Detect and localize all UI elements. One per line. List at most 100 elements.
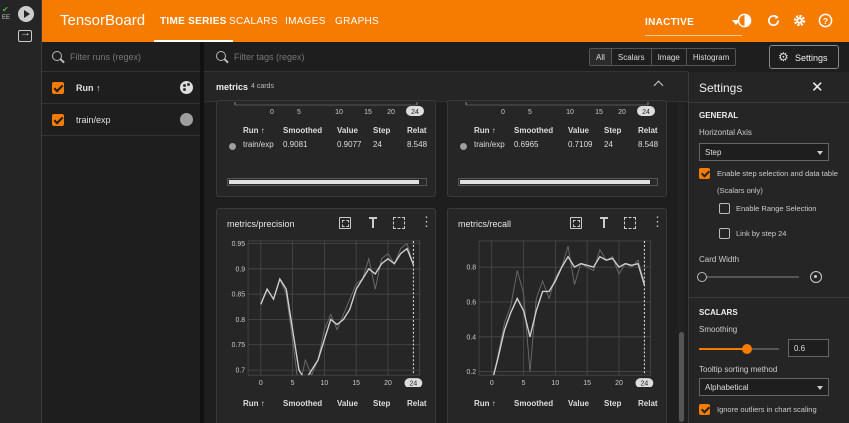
card-title: metrics/precision [227, 219, 295, 229]
pin-icon[interactable] [367, 217, 379, 229]
col-run[interactable]: Run ↑ [474, 126, 496, 135]
pin-icon[interactable] [598, 217, 610, 229]
recall-chart[interactable]: 0 5 10 15 20 0.8 0.6 0.4 0.2 24 [456, 239, 660, 387]
reload-icon[interactable] [766, 13, 781, 28]
cell-value: 0.7109 [568, 140, 593, 149]
col-run[interactable]: Run ↑ [243, 399, 265, 408]
y-tick-label: 0.75 [232, 342, 246, 349]
col-relative[interactable]: Relat [638, 399, 658, 408]
link-by-step-checkbox[interactable] [719, 228, 730, 239]
data-table: Run ↑ Smoothed Value Step Relat train/ex… [456, 126, 660, 154]
runs-filter[interactable]: Filter runs (regex) [42, 42, 200, 72]
smoothing-slider[interactable] [699, 344, 779, 354]
more-vert-icon[interactable] [417, 214, 433, 230]
filter-image-button[interactable]: Image [652, 49, 687, 65]
fullscreen-icon[interactable] [624, 217, 636, 229]
main-scrollbar[interactable] [678, 102, 685, 423]
plugin-select[interactable]: INACTIVE [645, 8, 742, 36]
col-step[interactable]: Step [373, 399, 391, 408]
runs-filter-input[interactable]: Filter runs (regex) [70, 52, 142, 62]
x-tick-label: 15 [583, 380, 591, 387]
col-smoothed[interactable]: Smoothed [514, 399, 554, 408]
smoothing-value: 0.6 [794, 344, 806, 353]
select-all-checkbox[interactable] [52, 82, 64, 94]
tooltip-sort-select[interactable]: Alphabetical [699, 378, 829, 396]
enable-range-selection-checkbox[interactable] [719, 203, 730, 214]
tab-graphs[interactable]: GRAPHS [335, 16, 380, 27]
fit-domain-icon[interactable] [570, 217, 582, 229]
reset-icon[interactable] [810, 271, 822, 283]
help-icon[interactable]: ? [818, 13, 833, 28]
filter-all-button[interactable]: All [590, 49, 612, 65]
enable-step-selection-checkbox[interactable] [699, 168, 710, 179]
col-relative[interactable]: Relat [638, 126, 658, 135]
fit-domain-icon[interactable] [339, 217, 351, 229]
precision-chart[interactable]: 0 5 10 15 20 0.95 0.9 0.85 0.8 0.75 0.7 24 [225, 239, 429, 387]
card-width-slider[interactable] [697, 272, 799, 282]
tab-scalars[interactable]: SCALARS [229, 16, 278, 27]
cell-run: train/exp [474, 140, 505, 149]
col-smoothed[interactable]: Smoothed [283, 399, 323, 408]
smoothing-input[interactable]: 0.6 [788, 339, 829, 357]
step-marker-pill [404, 378, 423, 387]
filter-scalars-button[interactable]: Scalars [612, 49, 652, 65]
col-value[interactable]: Value [568, 399, 589, 408]
col-run[interactable]: Run ↑ [243, 126, 265, 135]
status-badge: ✔ EE [2, 5, 11, 22]
table-scrollbar[interactable] [227, 178, 427, 186]
filter-histogram-button[interactable]: Histogram [692, 53, 730, 62]
col-step[interactable]: Step [373, 126, 391, 135]
horizontal-axis-select[interactable]: Step [699, 143, 829, 161]
gear-icon[interactable] [792, 13, 807, 28]
col-step[interactable]: Step [604, 399, 622, 408]
y-tick-label: 0.2 [467, 369, 477, 376]
card-title: metrics/recall [458, 219, 512, 229]
run-row[interactable]: train/exp [42, 104, 200, 136]
step-marker-label: 24 [411, 109, 419, 116]
card-group-header[interactable]: metrics 4 cards [204, 72, 688, 102]
scalar-card: 0 5 10 15 20 24 Run ↑ Smoothed Value Ste… [447, 100, 667, 197]
run-color-swatch[interactable] [180, 113, 193, 126]
col-run[interactable]: Run ↑ [474, 399, 496, 408]
close-icon[interactable]: ✕ [811, 79, 824, 96]
col-relative[interactable]: Relat [407, 399, 427, 408]
chevron-up-icon[interactable] [653, 80, 664, 91]
table-scrollbar[interactable] [458, 178, 658, 186]
more-vert-icon[interactable] [648, 214, 664, 230]
tab-images[interactable]: IMAGES [285, 16, 326, 27]
horizontal-axis-value: Step [705, 148, 722, 157]
app-title: TensorBoard [60, 12, 146, 29]
run-checkbox[interactable] [52, 114, 64, 126]
col-value[interactable]: Value [337, 399, 358, 408]
group-count: 4 cards [251, 83, 274, 90]
x-tick-label: 10 [552, 380, 560, 387]
col-relative[interactable]: Relat [407, 126, 427, 135]
step-marker-label: 24 [410, 381, 418, 387]
exit-icon[interactable] [18, 27, 32, 42]
col-smoothed[interactable]: Smoothed [283, 126, 323, 135]
plugin-select-value: INACTIVE [645, 17, 695, 28]
cell-smoothed: 0.9081 [283, 140, 308, 149]
smoothing-knob[interactable] [742, 344, 752, 354]
scalar-card-precision: metrics/precision 0 5 10 15 20 0.95 0.9 0.85 0.8… [216, 208, 436, 423]
x-tick-label: 20 [384, 380, 392, 387]
ignore-outliers-checkbox[interactable] [699, 404, 710, 415]
col-value[interactable]: Value [337, 126, 358, 135]
raw-series-line [493, 246, 645, 376]
card-width-knob[interactable] [697, 272, 707, 282]
fullscreen-icon[interactable] [393, 217, 405, 229]
top-header: TensorBoard TIME SERIES SCALARS IMAGES G… [42, 0, 849, 42]
tag-filter-input[interactable]: Filter tags (regex) [234, 52, 305, 62]
col-step[interactable]: Step [604, 126, 622, 135]
x-tick: 5 [528, 109, 532, 116]
tab-time-series[interactable]: TIME SERIES [154, 16, 233, 42]
run-column-header[interactable]: Run ↑ [76, 83, 101, 93]
col-smoothed[interactable]: Smoothed [514, 126, 554, 135]
run-icon[interactable] [18, 6, 34, 22]
run-color-dot [229, 143, 236, 150]
theme-toggle-icon[interactable] [737, 13, 752, 28]
palette-icon[interactable] [180, 81, 193, 94]
card-toolbar [570, 214, 664, 231]
settings-button[interactable]: ⚙ Settings [769, 45, 839, 69]
col-value[interactable]: Value [568, 126, 589, 135]
